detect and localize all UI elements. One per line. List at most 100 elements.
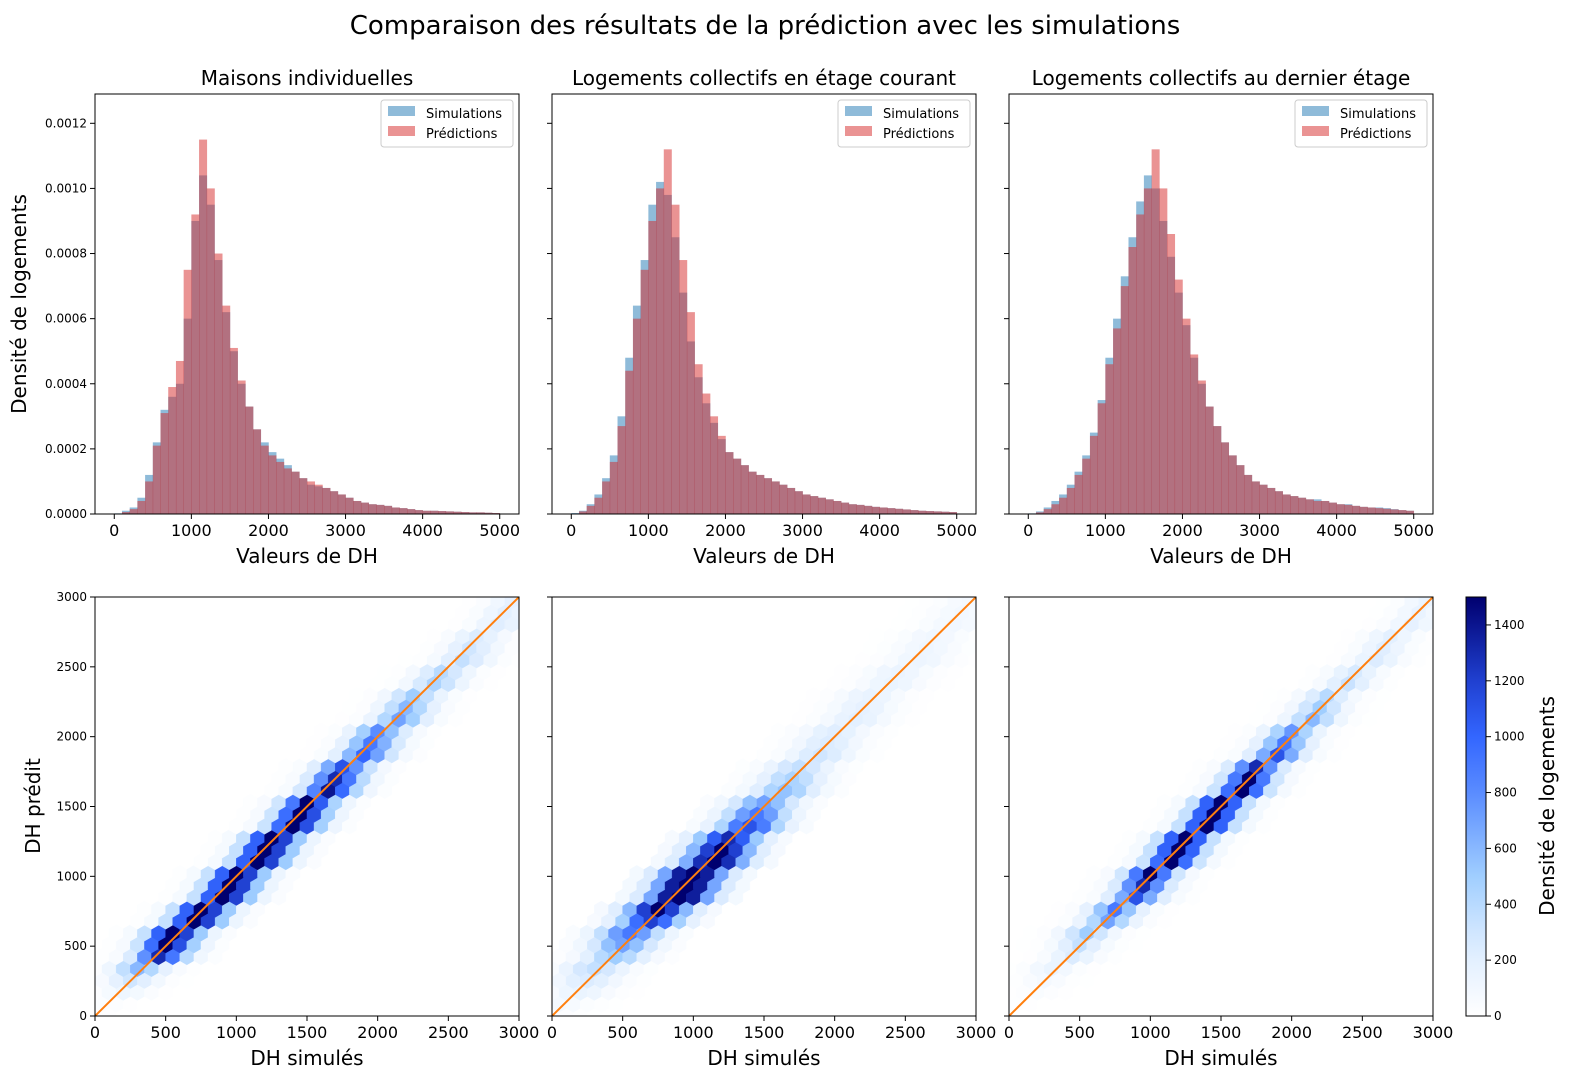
legend-swatch-predictions — [845, 126, 872, 136]
predictions-bar — [1113, 328, 1122, 514]
hex-cell — [983, 580, 997, 596]
bars — [114, 139, 501, 514]
hex-cell — [518, 619, 519, 629]
x-tick-label: 2500 — [428, 1023, 469, 1042]
hex-cell — [1040, 580, 1054, 596]
hex-cell — [1011, 604, 1025, 620]
predictions-bar — [663, 149, 672, 514]
predictions-bar — [602, 481, 611, 514]
hex-cell — [1432, 597, 1433, 605]
predictions-bar — [1382, 508, 1391, 514]
x-tick-label: 0 — [566, 521, 576, 540]
y-tick-label: 0.0010 — [45, 181, 87, 195]
hex-cell — [988, 1008, 1002, 1024]
hex-cell — [74, 984, 88, 1000]
y-axis-label-bottom: DH prédit — [21, 758, 45, 854]
predictions-bar — [733, 458, 742, 514]
hex-cell — [1011, 580, 1025, 596]
hex-cell — [947, 597, 948, 598]
hex-cell — [983, 628, 997, 644]
predictions-bar — [717, 435, 726, 514]
predictions-bar — [1406, 510, 1415, 514]
predictions-bar — [1159, 188, 1168, 514]
predictions-bar — [484, 512, 493, 514]
hex-cell — [74, 960, 88, 976]
predictions-bar — [841, 502, 850, 514]
predictions-bar — [702, 393, 711, 514]
hex-cell — [526, 580, 540, 596]
predictions-bar — [1221, 442, 1230, 514]
hex-cell — [1004, 592, 1018, 608]
predictions-bar — [1174, 279, 1183, 514]
predictions-bar — [586, 505, 595, 514]
predictions-bar — [895, 508, 904, 514]
predictions-bar — [625, 370, 634, 514]
hex-cell — [518, 597, 519, 598]
legend-label: Prédictions — [1340, 127, 1412, 142]
predictions-bar — [152, 445, 161, 514]
predictions-bar — [1305, 499, 1314, 514]
predictions-bar — [360, 502, 369, 514]
hex-cell — [988, 984, 1002, 1000]
x-tick-label: 5000 — [479, 521, 520, 540]
predictions-bar — [1328, 502, 1337, 514]
predictions-bar — [253, 429, 262, 514]
x-tick-label: 5000 — [1393, 521, 1434, 540]
legend: Simulations Prédictions — [837, 99, 971, 148]
predictions-bar — [1120, 286, 1129, 514]
hex-cell — [1447, 616, 1461, 632]
hex-cell — [1432, 619, 1433, 629]
predictions-bar — [864, 505, 873, 514]
colorbar-tick-label: 800 — [1494, 786, 1517, 800]
hex-cell — [60, 984, 74, 1000]
predictions-bar — [376, 504, 385, 514]
hex-cell — [1390, 597, 1405, 609]
hex-cell — [1468, 580, 1482, 596]
predictions-bar — [1282, 494, 1291, 514]
panel-title: Logements collectifs au dernier étage — [1032, 66, 1411, 90]
predictions-bar — [1035, 512, 1044, 514]
predictions-bar — [399, 508, 408, 514]
predictions-bar — [810, 496, 819, 514]
predictions-bar — [640, 269, 649, 514]
predictions-bar — [1290, 496, 1299, 514]
predictions-bar — [1190, 354, 1199, 514]
x-tick-label: 2000 — [357, 1023, 398, 1042]
legend: Simulations Prédictions — [380, 99, 514, 148]
x-tick-label: 500 — [1064, 1023, 1095, 1042]
hex-cell — [547, 592, 561, 608]
x-tick-label: 4000 — [859, 521, 900, 540]
hex-cell — [967, 996, 981, 1012]
predictions-bar — [779, 484, 788, 514]
panel-title: Logements collectifs en étage courant — [572, 66, 956, 90]
predictions-bar — [1336, 504, 1345, 514]
y-tick-label: 0.0008 — [45, 247, 87, 261]
x-tick-label: 3000 — [325, 521, 366, 540]
predictions-bar — [1043, 509, 1052, 514]
predictions-bar — [1197, 380, 1206, 514]
y-tick-label: 2500 — [56, 660, 87, 674]
figure-title: Comparaison des résultats de la prédicti… — [350, 11, 1181, 41]
hex-cell — [533, 592, 547, 608]
colorbar-tick-label: 200 — [1494, 953, 1517, 967]
x-tick-label: 2000 — [705, 521, 746, 540]
legend-label: Simulations — [1340, 107, 1416, 122]
hex-cell — [518, 597, 519, 605]
hex-cell — [533, 616, 547, 632]
x-tick-label: 5000 — [936, 521, 977, 540]
hex-cell — [975, 619, 976, 629]
y-tick-label: 0.0004 — [45, 377, 87, 391]
predictions-bar — [725, 452, 734, 514]
predictions-bar — [168, 387, 177, 514]
predictions-bar — [430, 510, 439, 514]
x-tick-label: 1000 — [216, 1023, 257, 1042]
predictions-bar — [1367, 507, 1376, 514]
diagonal-reference-line — [95, 597, 519, 1016]
predictions-bar — [710, 416, 719, 514]
hex-cell — [1009, 976, 1010, 985]
predictions-bar — [345, 497, 354, 514]
x-tick-label: 1500 — [744, 1023, 785, 1042]
predictions-bar — [260, 445, 269, 514]
colorbar-tick-label: 600 — [1494, 841, 1517, 855]
hex-cell — [1404, 597, 1420, 609]
